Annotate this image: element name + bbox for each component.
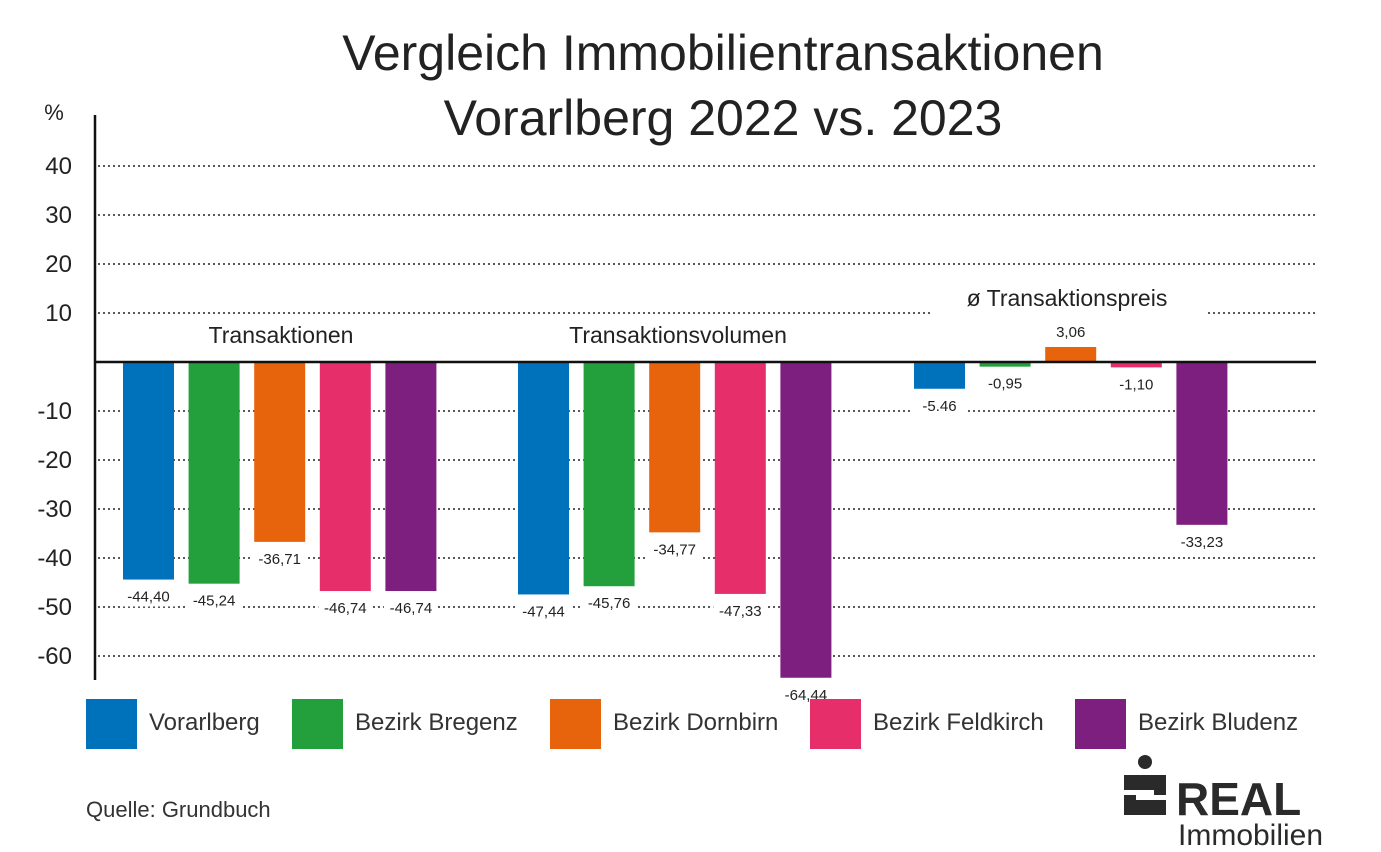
bar	[123, 362, 174, 580]
y-tick-label: -60	[37, 643, 72, 670]
data-labels: -44,40 -47,44 -5.46 -45,24 -45,76 -0,95 -36,71…	[121, 322, 1229, 705]
legend-label: Bezirk Bludenz	[1138, 709, 1298, 736]
data-label: -47,44	[522, 603, 565, 620]
legend-label: Vorarlberg	[149, 709, 260, 736]
bar	[1176, 362, 1228, 525]
data-label: -45,76	[588, 595, 631, 612]
y-tick-label: 40	[45, 153, 72, 180]
bar	[979, 362, 1031, 367]
group-label-background	[930, 282, 1206, 316]
data-label: -44,40	[127, 589, 170, 606]
data-label: -34,77	[653, 541, 696, 558]
logo-subtext: Immobilien	[1178, 819, 1323, 847]
y-tick-label: 30	[45, 202, 72, 229]
y-tick-label: -10	[37, 398, 72, 425]
bar	[780, 362, 832, 678]
bar	[714, 362, 766, 594]
sparkasse-s-icon	[1124, 755, 1166, 815]
bar	[319, 362, 371, 592]
group-label: ø Transaktionspreis	[967, 285, 1168, 311]
data-label: -1,10	[1119, 376, 1153, 393]
logo-text: REAL	[1176, 773, 1301, 825]
source-note: Quelle: Grundbuch	[86, 797, 271, 822]
data-label-background	[1043, 322, 1098, 343]
data-label-background	[1174, 531, 1229, 552]
data-label-background	[912, 395, 967, 416]
data-label-background	[647, 539, 702, 560]
bar	[385, 362, 437, 592]
data-label: -47,33	[719, 603, 762, 620]
legend-swatch	[86, 699, 137, 749]
y-tick-label: -20	[37, 447, 72, 474]
data-label-background	[383, 598, 438, 619]
data-label-background	[252, 548, 307, 569]
data-label-background	[187, 590, 242, 611]
bar	[583, 362, 635, 587]
y-axis-unit: %	[44, 100, 64, 125]
y-tick-label: -50	[37, 594, 72, 621]
data-label: 3,06	[1056, 324, 1085, 341]
data-label-background	[582, 593, 637, 614]
axes	[93, 115, 1316, 680]
legend-label: Bezirk Feldkirch	[873, 709, 1044, 736]
y-tick-label: 10	[45, 300, 72, 327]
y-tick-label: 20	[45, 251, 72, 278]
legend-label: Bezirk Dornbirn	[613, 709, 778, 736]
data-label-background	[318, 598, 373, 619]
group-label: Transaktionen	[209, 322, 354, 348]
legend-swatch	[1075, 699, 1126, 749]
bar	[914, 362, 965, 389]
data-label-background	[978, 373, 1033, 394]
chart-title-line2: Vorarlberg 2022 vs. 2023	[444, 90, 1003, 146]
bar	[1110, 362, 1162, 368]
y-tick-label: -40	[37, 545, 72, 572]
data-label-background	[516, 601, 571, 622]
data-label: -0,95	[988, 376, 1022, 393]
data-label: -36,71	[258, 551, 301, 568]
sparkasse-real-logo: REAL Immobilien	[1124, 755, 1323, 852]
y-tick-label: -30	[37, 496, 72, 523]
bar	[254, 362, 306, 542]
bars	[123, 347, 1228, 678]
legend-swatch	[550, 699, 601, 749]
group-label: Transaktionsvolumen	[569, 322, 787, 348]
data-label: -45,24	[193, 593, 236, 610]
bar	[518, 362, 569, 595]
bar	[1045, 347, 1097, 362]
data-label: -33,23	[1181, 534, 1224, 551]
data-label: -5.46	[922, 398, 956, 415]
legend-label: Bezirk Bregenz	[355, 709, 518, 736]
group-labels: Transaktionen Transaktionsvolumen ø Transa…	[209, 282, 1206, 348]
data-label: -46,74	[324, 600, 367, 617]
legend-swatch	[292, 699, 343, 749]
bar	[649, 362, 701, 533]
data-label-background	[1109, 374, 1164, 395]
legend: Vorarlberg Bezirk Bregenz Bezirk Dornbirn B…	[86, 699, 1298, 749]
data-label-background	[713, 600, 768, 621]
bar	[188, 362, 240, 584]
data-label: -46,74	[390, 600, 433, 617]
y-axis-ticks: 40 30 20 10 -10 -20 -30 -40 -50 -60	[37, 153, 72, 670]
legend-swatch	[810, 699, 861, 749]
chart-title-line1: Vergleich Immobilientransaktionen	[342, 25, 1104, 81]
data-label-background	[121, 586, 176, 607]
